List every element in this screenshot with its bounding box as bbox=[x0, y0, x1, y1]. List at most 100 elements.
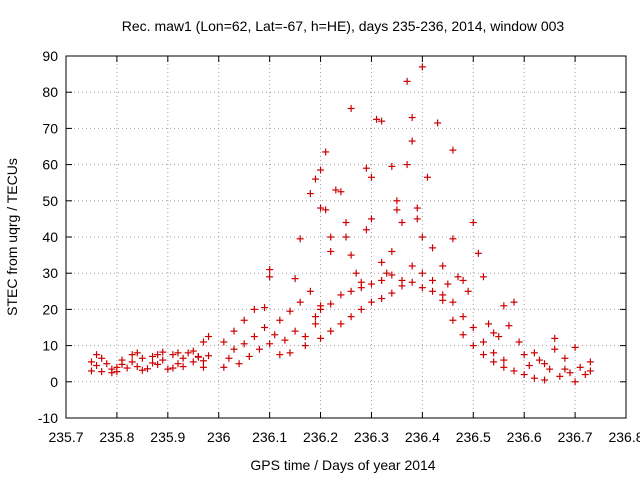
x-tick-label: 236.6 bbox=[507, 429, 542, 445]
data-point bbox=[306, 287, 314, 295]
x-tick-label: 236.4 bbox=[405, 429, 440, 445]
data-point bbox=[367, 298, 375, 306]
data-point bbox=[429, 287, 437, 295]
data-point bbox=[327, 233, 335, 241]
data-point bbox=[449, 235, 457, 243]
data-point bbox=[230, 327, 238, 335]
data-point bbox=[347, 251, 355, 259]
data-point bbox=[459, 313, 467, 321]
data-point bbox=[98, 354, 106, 362]
data-point bbox=[143, 365, 151, 373]
data-point bbox=[429, 276, 437, 284]
data-point bbox=[317, 204, 325, 212]
data-point bbox=[322, 206, 330, 214]
data-point bbox=[184, 349, 192, 357]
data-point bbox=[403, 161, 411, 169]
data-point bbox=[413, 204, 421, 212]
data-point bbox=[199, 363, 207, 371]
data-point bbox=[520, 371, 528, 379]
y-tick-label: -10 bbox=[38, 410, 58, 426]
data-point bbox=[561, 354, 569, 362]
data-point bbox=[291, 275, 299, 283]
data-point bbox=[93, 351, 101, 359]
data-point bbox=[327, 247, 335, 255]
data-point bbox=[449, 146, 457, 154]
data-point bbox=[128, 351, 136, 359]
data-point bbox=[347, 104, 355, 112]
data-point bbox=[474, 249, 482, 257]
data-point bbox=[500, 363, 508, 371]
x-tick-label: 236.8 bbox=[608, 429, 640, 445]
data-point bbox=[352, 269, 360, 277]
data-point bbox=[454, 273, 462, 281]
data-point bbox=[169, 364, 177, 372]
data-point bbox=[393, 206, 401, 214]
data-point bbox=[490, 329, 498, 337]
data-point bbox=[311, 313, 319, 321]
data-point bbox=[571, 343, 579, 351]
data-point bbox=[378, 276, 386, 284]
data-point bbox=[459, 331, 467, 339]
data-point bbox=[220, 338, 228, 346]
data-point bbox=[423, 173, 431, 181]
data-point bbox=[479, 351, 487, 359]
data-point bbox=[230, 345, 238, 353]
data-point bbox=[245, 352, 253, 360]
axis-ticks: 235.7 235.8 235.9 236 236.1 236.2 236.3 236.4 23… bbox=[38, 48, 640, 445]
y-tick-label: 80 bbox=[42, 84, 58, 100]
data-point bbox=[418, 233, 426, 241]
data-point bbox=[459, 276, 467, 284]
y-tick-label: 0 bbox=[50, 374, 58, 390]
data-point bbox=[337, 320, 345, 328]
x-axis-label: GPS time / Days of year 2014 bbox=[250, 457, 435, 473]
data-point bbox=[434, 119, 442, 127]
x-tick-label: 235.7 bbox=[48, 429, 83, 445]
data-point bbox=[541, 360, 549, 368]
data-point bbox=[500, 302, 508, 310]
data-point bbox=[159, 348, 167, 356]
x-tick-label: 235.8 bbox=[99, 429, 134, 445]
data-point bbox=[357, 284, 365, 292]
data-point bbox=[576, 363, 584, 371]
data-point bbox=[515, 338, 523, 346]
data-point bbox=[174, 360, 182, 368]
data-point bbox=[159, 356, 167, 364]
data-point bbox=[510, 367, 518, 375]
data-point bbox=[261, 324, 269, 331]
data-point bbox=[530, 374, 538, 382]
data-point bbox=[327, 300, 335, 308]
data-point bbox=[266, 273, 274, 281]
data-point bbox=[138, 366, 146, 374]
data-point bbox=[535, 356, 543, 364]
data-point bbox=[393, 197, 401, 205]
data-point bbox=[286, 349, 294, 357]
data-point bbox=[118, 360, 126, 368]
y-tick-label: 10 bbox=[42, 338, 58, 354]
data-point bbox=[154, 351, 162, 359]
data-point bbox=[311, 175, 319, 183]
data-point bbox=[367, 280, 375, 288]
data-point bbox=[189, 358, 197, 366]
data-point bbox=[306, 190, 314, 198]
chart-title: Rec. maw1 (Lon=62, Lat=-67, h=HE), days … bbox=[122, 18, 565, 34]
data-point bbox=[362, 226, 370, 234]
data-point bbox=[225, 354, 233, 362]
data-point bbox=[367, 215, 375, 223]
data-point bbox=[439, 296, 447, 304]
data-point bbox=[408, 262, 416, 270]
data-point bbox=[189, 347, 197, 355]
data-point bbox=[266, 340, 274, 348]
data-point bbox=[383, 269, 391, 277]
data-point bbox=[342, 219, 350, 227]
data-point bbox=[408, 114, 416, 122]
data-point bbox=[403, 77, 411, 85]
data-point bbox=[133, 363, 141, 371]
data-point bbox=[464, 287, 472, 295]
data-point bbox=[271, 331, 279, 339]
data-point bbox=[149, 352, 157, 360]
data-point bbox=[551, 334, 559, 342]
data-point bbox=[408, 137, 416, 145]
data-point bbox=[317, 334, 325, 342]
x-tick-label: 236.5 bbox=[456, 429, 491, 445]
